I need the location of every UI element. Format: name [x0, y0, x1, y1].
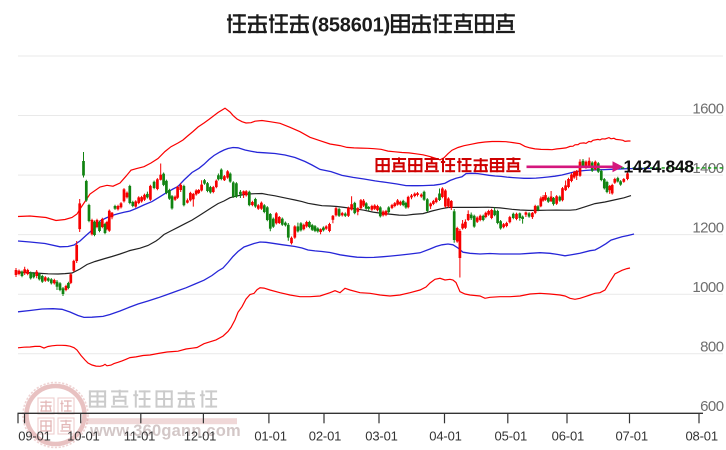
svg-text:03-01: 03-01	[365, 429, 398, 444]
svg-text:01-01: 01-01	[254, 429, 287, 444]
svg-text:11-01: 11-01	[124, 429, 156, 444]
svg-text:1424.848: 1424.848	[624, 157, 695, 177]
svg-text:12-01: 12-01	[184, 429, 217, 444]
svg-text:10-01: 10-01	[67, 429, 100, 444]
svg-text:04-01: 04-01	[429, 429, 462, 444]
svg-text:1000: 1000	[692, 279, 723, 296]
svg-text:08-01: 08-01	[685, 429, 718, 444]
svg-text:06-01: 06-01	[552, 429, 585, 444]
svg-text:07-01: 07-01	[615, 429, 648, 444]
svg-text:www.360gann.com: www.360gann.com	[89, 422, 241, 440]
svg-text:05-01: 05-01	[495, 429, 528, 444]
svg-text:600: 600	[700, 398, 724, 415]
svg-text:02-01: 02-01	[309, 429, 342, 444]
svg-text:09-01: 09-01	[18, 429, 51, 444]
svg-text:(858601): (858601)	[312, 15, 390, 37]
svg-text:1200: 1200	[692, 219, 723, 236]
svg-text:800: 800	[700, 339, 724, 356]
svg-text:1600: 1600	[692, 100, 723, 117]
